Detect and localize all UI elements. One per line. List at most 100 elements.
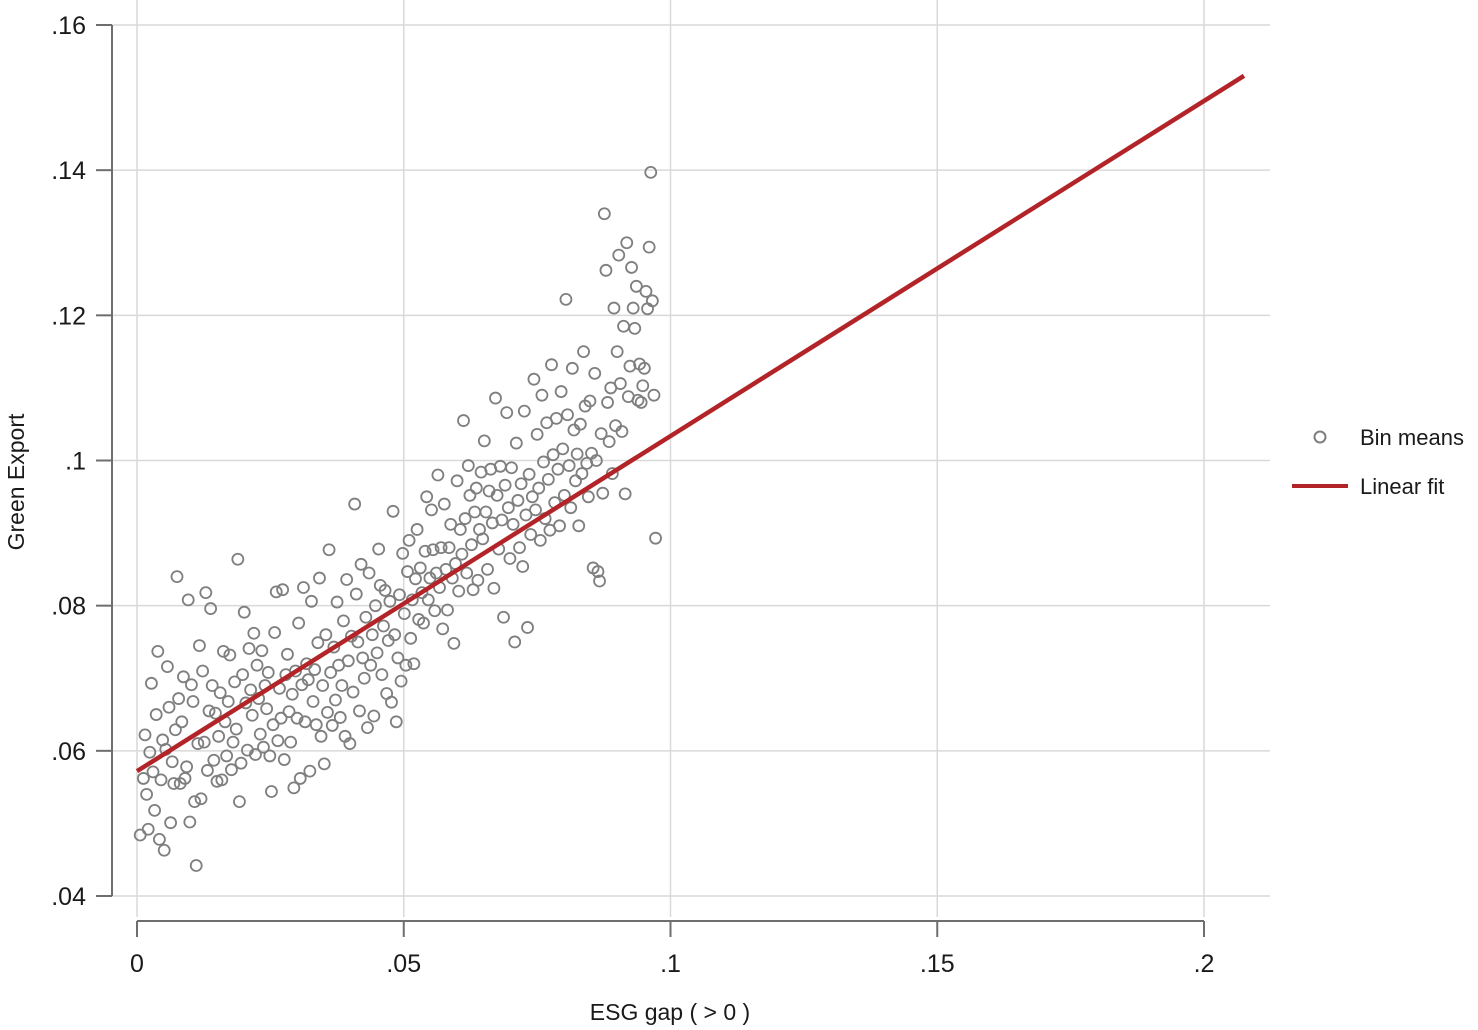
data-point [229, 722, 243, 736]
data-point [442, 541, 456, 554]
data-point [529, 503, 542, 517]
data-point [378, 584, 392, 597]
x-tick-label: 0 [130, 950, 144, 978]
data-point [541, 472, 555, 486]
data-point [533, 533, 547, 547]
data-point [562, 459, 576, 472]
data-point [626, 301, 640, 315]
data-point [372, 542, 386, 556]
data-point [189, 859, 203, 872]
data-point [519, 508, 533, 522]
data-point [242, 642, 256, 655]
data-point [569, 474, 582, 488]
data-point [537, 455, 550, 469]
data-point [141, 822, 155, 836]
data-point [399, 658, 413, 672]
data-point [629, 279, 643, 293]
data-point [151, 644, 165, 658]
data-point [513, 541, 526, 554]
data-point [469, 481, 483, 495]
data-point [309, 718, 323, 732]
data-point [645, 294, 659, 308]
data-point [157, 843, 171, 857]
data-point [313, 571, 326, 585]
data-point [524, 528, 538, 541]
data-point [493, 459, 507, 473]
data-point [341, 654, 355, 668]
data-point [572, 519, 586, 533]
data-point [413, 561, 427, 575]
data-point [468, 505, 482, 519]
data-point [255, 644, 269, 658]
data-point [410, 523, 424, 536]
data-point [402, 533, 416, 547]
data-point [437, 497, 451, 511]
data-point [266, 718, 280, 732]
data-point [425, 503, 438, 517]
data-point [409, 572, 422, 586]
data-point [500, 406, 514, 419]
data-point [351, 635, 365, 649]
data-point [577, 345, 590, 359]
data-point [175, 715, 189, 729]
data-point [407, 657, 421, 671]
data-point [487, 581, 501, 595]
data-point [164, 816, 178, 830]
data-point [265, 785, 278, 798]
data-point [644, 165, 658, 179]
data-point [389, 715, 403, 729]
data-point [343, 737, 357, 750]
data-point [506, 517, 520, 531]
data-point [191, 737, 205, 750]
data-point [394, 674, 408, 688]
data-point [162, 700, 176, 714]
data-point [365, 628, 379, 642]
data-point [290, 711, 304, 725]
data-point [188, 795, 202, 809]
data-point [285, 687, 299, 701]
data-point [263, 749, 277, 763]
data-point [337, 614, 350, 628]
data-point [277, 753, 291, 766]
data-point [551, 462, 565, 476]
data-point [401, 565, 414, 578]
data-point [183, 815, 197, 829]
data-point [490, 488, 504, 502]
data-point [649, 531, 662, 545]
y-tick-label: .04 [51, 883, 86, 911]
linear-fit-line [135, 73, 1246, 774]
data-point [434, 541, 448, 554]
data-point [322, 543, 336, 557]
data-point [593, 574, 606, 588]
data-point [212, 729, 226, 743]
x-axis: 0 .05 .1 .15 .2 [130, 920, 1214, 978]
data-point [316, 679, 330, 692]
data-point [196, 664, 210, 678]
data-point [324, 666, 338, 679]
data-point [207, 753, 221, 767]
data-point [165, 755, 179, 769]
data-point [306, 695, 320, 708]
data-point [385, 695, 398, 709]
data-point [545, 358, 558, 372]
data-point [329, 693, 342, 707]
data-point [415, 586, 429, 600]
data-point [330, 595, 344, 609]
data-point [570, 447, 584, 461]
data-point [391, 651, 405, 665]
data-point [599, 263, 613, 277]
data-point [581, 490, 595, 504]
data-point [509, 436, 523, 450]
data-point [221, 695, 235, 708]
data-point [517, 404, 531, 418]
data-point [244, 683, 258, 697]
data-point [356, 651, 370, 665]
data-point [233, 795, 246, 809]
data-point [217, 644, 230, 658]
data-point [530, 427, 544, 441]
data-point [226, 735, 240, 749]
data-point [620, 236, 634, 250]
data-point [612, 248, 626, 262]
data-point [154, 773, 168, 787]
data-point [637, 361, 651, 375]
